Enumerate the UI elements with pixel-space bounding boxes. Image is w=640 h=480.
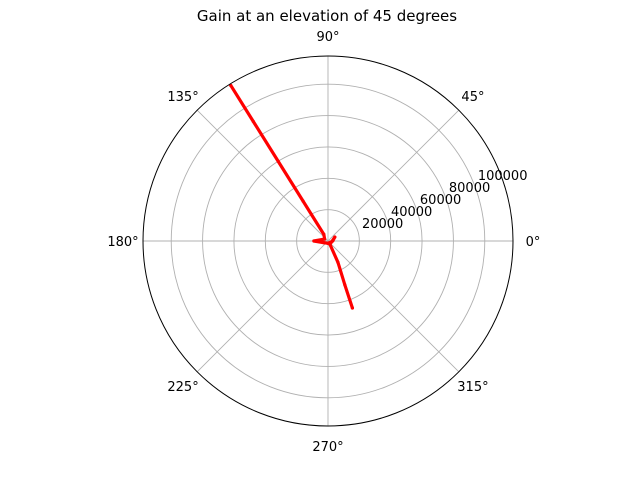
data-point xyxy=(350,306,354,310)
polar-frame xyxy=(142,55,514,427)
r-tick-label: 60000 xyxy=(420,193,461,208)
theta-tick-label: 270° xyxy=(312,440,343,455)
data-point xyxy=(323,237,327,241)
theta-tick-label: 90° xyxy=(316,30,339,45)
data-point xyxy=(321,241,326,245)
data-point xyxy=(251,119,255,123)
theta-gridline-7 xyxy=(327,240,460,373)
theta-tick-label: 0° xyxy=(526,235,541,250)
data-point xyxy=(331,239,335,243)
data-point xyxy=(301,199,305,203)
theta-gridline-3 xyxy=(196,109,329,242)
series-layer xyxy=(229,83,354,310)
theta-tick-label: 45° xyxy=(461,90,484,105)
theta-tick-label: 180° xyxy=(107,235,138,250)
label-layer: 0° 45° 90° 135° 180° 225° 270° 315° 200004000060… xyxy=(107,30,540,455)
data-point xyxy=(328,242,332,246)
theta-gridline-5 xyxy=(196,240,329,373)
r-tick-label: 80000 xyxy=(449,181,490,196)
theta-tick-label: 315° xyxy=(457,380,488,395)
grid-layer xyxy=(143,56,513,426)
series-line-0 xyxy=(229,83,354,310)
theta-tick-label: 225° xyxy=(167,380,198,395)
r-tick-label: 20000 xyxy=(362,217,403,232)
r-tick-label: 40000 xyxy=(391,205,432,220)
chart-title: Gain at an elevation of 45 degrees xyxy=(197,7,457,25)
data-point xyxy=(312,239,316,243)
data-point xyxy=(322,232,326,236)
r-tick-label: 100000 xyxy=(478,169,528,184)
data-point xyxy=(229,83,233,88)
theta-tick-label: 135° xyxy=(167,90,198,105)
data-point xyxy=(343,283,347,287)
theta-gridline-1 xyxy=(327,109,460,242)
data-point xyxy=(276,159,280,163)
data-point xyxy=(336,260,340,264)
data-point xyxy=(333,235,337,239)
